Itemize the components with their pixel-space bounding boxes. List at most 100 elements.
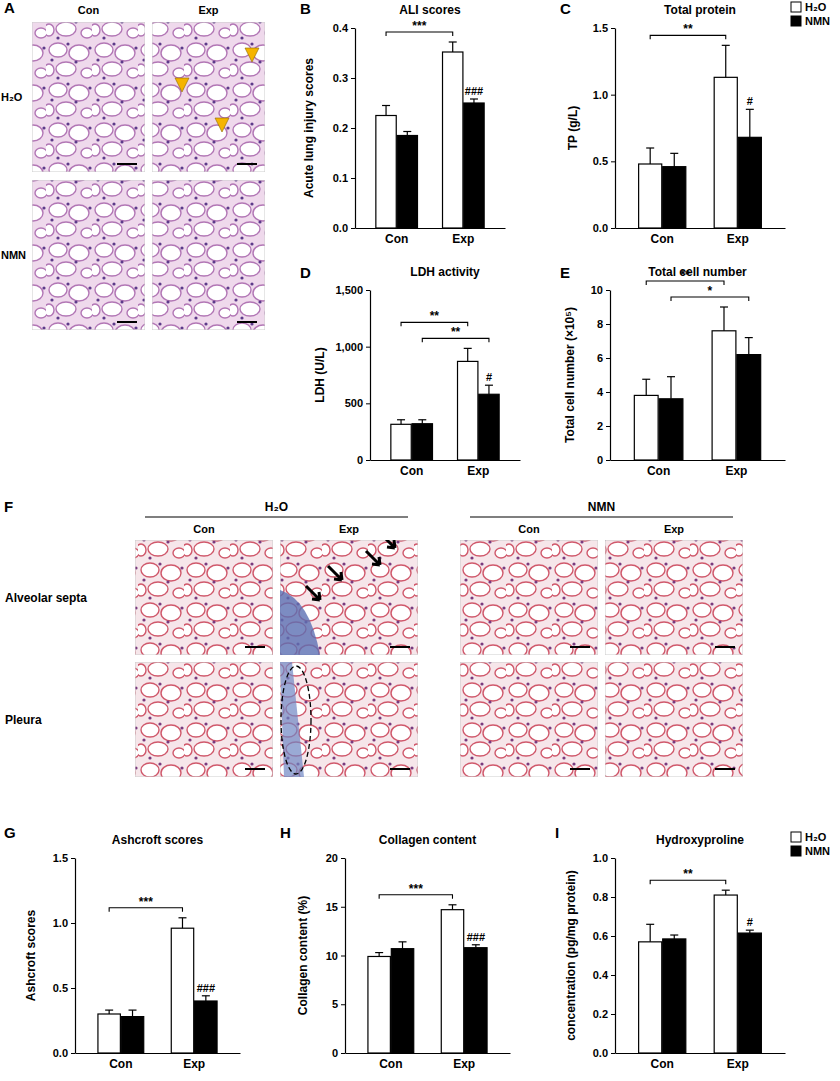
- plot-area: [634, 307, 760, 460]
- y-tick: 1.5: [593, 22, 615, 34]
- column-label: Con: [193, 523, 215, 535]
- error-bar: [646, 148, 654, 164]
- micrograph-image: [460, 540, 598, 655]
- error-bar: [646, 924, 654, 942]
- y-axis-title: concentration (pg/mg protein): [564, 870, 578, 1041]
- error-bar-stem: [452, 42, 453, 52]
- x-tick-label: Con: [651, 1057, 674, 1071]
- x-tick: Con: [651, 1053, 674, 1071]
- error-bar-stem: [646, 379, 647, 395]
- error-bar-stem: [723, 307, 724, 331]
- group-line: [470, 516, 733, 517]
- y-axis-line: [615, 29, 616, 229]
- y-tick-mark: [351, 78, 355, 79]
- y-tick-mark: [71, 1053, 75, 1054]
- y-tick: 0.0: [593, 222, 615, 234]
- error-bar-cap: [403, 131, 411, 132]
- y-tick-mark: [606, 426, 610, 427]
- y-tick: 0.1: [333, 172, 355, 184]
- y-tick-label: 0.4: [593, 969, 609, 981]
- significance-label: ###: [197, 982, 215, 994]
- y-tick-label: 10: [326, 950, 338, 962]
- micrograph-image: [460, 662, 598, 777]
- arrow: [306, 586, 320, 600]
- significance-label: #: [747, 95, 753, 107]
- y-tick-mark: [366, 290, 370, 291]
- y-tick: 0.0: [53, 1047, 75, 1059]
- error-bar-stem: [674, 153, 675, 166]
- x-tick-label: Exp: [727, 1057, 749, 1071]
- bar: [412, 424, 432, 460]
- y-tick-mark: [366, 403, 370, 404]
- y-tick: 0: [332, 1047, 345, 1059]
- y-axis-title: Ashcroft scores: [24, 909, 38, 1001]
- x-axis: ConExp: [616, 228, 786, 246]
- error-bar: [403, 132, 411, 136]
- y-tick-label: 1,500: [335, 284, 363, 296]
- error-bar: [470, 99, 478, 103]
- y-tick-label: 0.0: [333, 222, 348, 234]
- chart-title: Hydroxyproline: [656, 833, 744, 847]
- error-bar-cap: [397, 419, 405, 420]
- y-tick-mark: [341, 907, 345, 908]
- error-bar-cap: [418, 419, 426, 420]
- y-tick: 6: [597, 352, 610, 364]
- column-label: Exp: [198, 4, 218, 16]
- outline: [281, 666, 311, 774]
- micrograph-panel: H₂ONMNConExpConExpAlveolar septaPleura: [5, 500, 743, 777]
- legend-item: H₂O: [791, 831, 827, 843]
- arrow: [366, 551, 380, 565]
- y-tick: 10: [591, 284, 610, 296]
- error-bar: [397, 420, 405, 425]
- y-tick-mark: [351, 128, 355, 129]
- legend-label: H₂O: [805, 1, 827, 13]
- bar: [458, 361, 478, 460]
- error-bar-cap: [472, 944, 480, 945]
- error-bar-cap: [667, 376, 675, 377]
- error-bar-cap: [670, 934, 678, 935]
- x-axis-line: [356, 228, 506, 229]
- y-tick-label: 0.6: [593, 930, 608, 942]
- error-bar-cap: [129, 1009, 137, 1010]
- y-tick-label: 0.0: [593, 1047, 608, 1059]
- bar: [121, 1017, 143, 1053]
- y-tick-mark: [71, 858, 75, 859]
- error-bar: [472, 945, 480, 948]
- y-tick: 0: [357, 454, 370, 466]
- y-tick: 0: [597, 454, 610, 466]
- bar: [738, 933, 761, 1053]
- error-bar: [667, 377, 675, 399]
- error-bar: [105, 1010, 113, 1014]
- error-bar: [375, 953, 383, 957]
- bar: [98, 1014, 120, 1053]
- micrograph: [135, 662, 273, 777]
- y-tick: 0.6: [593, 930, 615, 942]
- micrograph-image: [32, 180, 145, 330]
- y-tick: 1.0: [593, 89, 615, 101]
- error-bar-stem: [650, 924, 651, 942]
- bar: [171, 928, 193, 1053]
- significance-label: **: [430, 309, 440, 323]
- x-tick: Exp: [727, 1053, 749, 1071]
- x-tick: Exp: [467, 460, 489, 478]
- y-axis: 0.00.20.40.60.81.0: [593, 852, 616, 1059]
- significance-label: #: [486, 371, 492, 383]
- y-tick-label: 6: [597, 352, 603, 364]
- y-tick-mark: [351, 228, 355, 229]
- bar: [195, 1001, 217, 1053]
- panel-label: H: [280, 824, 291, 841]
- y-tick-label: 1.5: [53, 852, 68, 864]
- micrograph: [460, 662, 598, 777]
- bar: [639, 164, 662, 228]
- y-tick-mark: [606, 460, 610, 461]
- x-tick-label: Con: [385, 232, 408, 246]
- y-tick-mark: [611, 975, 615, 976]
- micrograph-panel: ConExpH₂ONMN: [1, 4, 265, 330]
- x-tick-label: Exp: [452, 232, 474, 246]
- x-tick: Con: [385, 228, 408, 246]
- y-tick-label: 5: [332, 998, 338, 1010]
- x-tick-label: Exp: [183, 1057, 205, 1071]
- micrograph-image: [605, 540, 743, 655]
- micrograph: [32, 180, 145, 330]
- y-tick-mark: [611, 897, 615, 898]
